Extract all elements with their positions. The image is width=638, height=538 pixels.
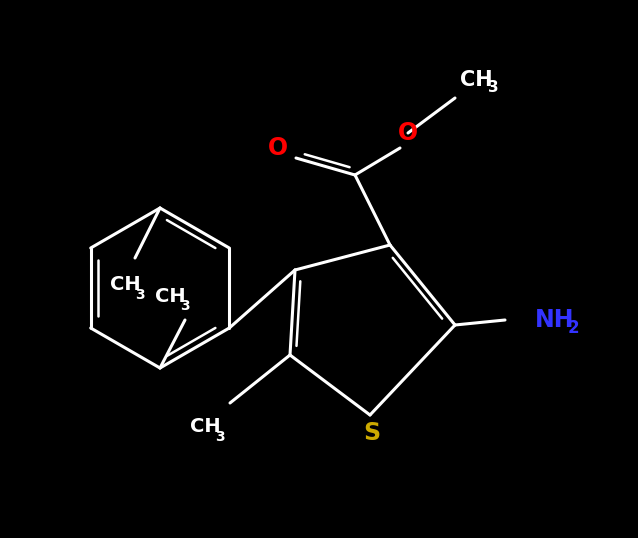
Text: 3: 3	[215, 430, 225, 444]
Text: CH: CH	[155, 287, 186, 306]
Text: O: O	[268, 136, 288, 160]
Text: 3: 3	[180, 299, 189, 313]
Text: O: O	[398, 121, 418, 145]
Text: 3: 3	[135, 288, 145, 302]
Text: S: S	[364, 421, 380, 445]
Text: 3: 3	[488, 81, 499, 96]
Text: CH: CH	[460, 70, 493, 90]
Text: CH: CH	[190, 417, 221, 436]
Text: CH: CH	[110, 275, 140, 294]
Text: NH: NH	[535, 308, 574, 332]
Text: 2: 2	[568, 319, 580, 337]
